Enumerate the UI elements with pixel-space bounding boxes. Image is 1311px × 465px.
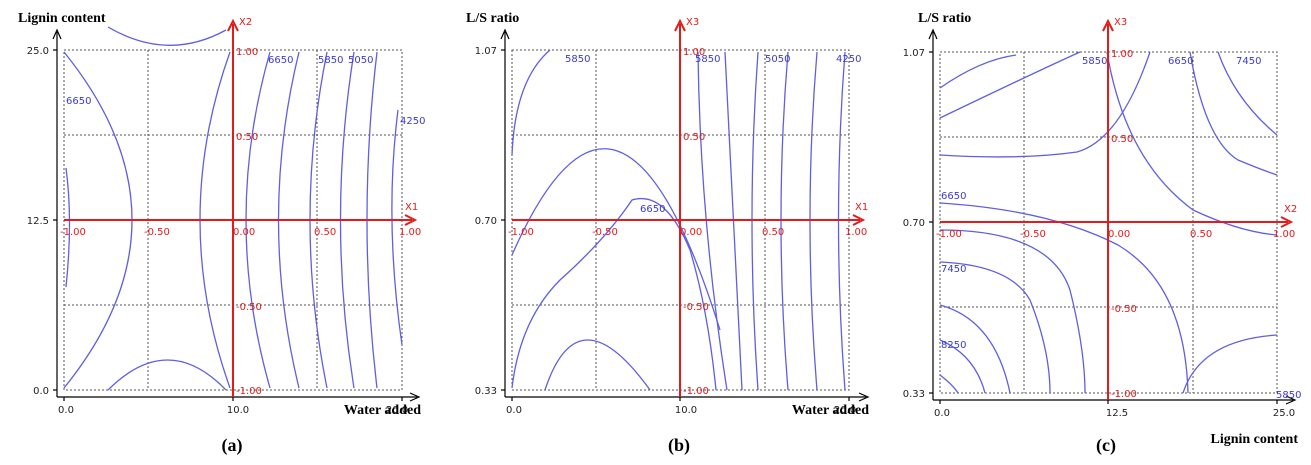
panel-c-label: (c) [1096,435,1116,456]
panel-a-xtick-label: 0.0 [58,405,74,416]
panel-c-xtick-label: 25.0 [1273,408,1295,419]
panel-c-coded-h-name: X2 [1284,204,1297,215]
panel-b-label: (b) [668,435,690,456]
panel-b-coded-v-name: X3 [686,17,699,28]
panel-b-coded-v-tick: 1.00 [683,47,705,58]
panel-c-coded-h-tick: 1.00 [1273,229,1295,240]
panel-c-coded-axes [940,18,1294,400]
panel-b-coded-h-tick: 0.00 [680,227,702,238]
panel-a-coded-v-name: X2 [239,17,252,28]
panel-c-contour-label: 6650 [1168,56,1193,67]
panel-a-coded-axes [64,18,418,397]
panel-c-contour-label: 5850 [1082,56,1107,67]
panel-a-coded-h-name: X1 [405,202,418,213]
panel-c-coded-v-tick: -1.00 [1111,389,1137,400]
panel-b-coded-h-tick: -1.00 [508,227,534,238]
panel-b-ytick-label: 0.70 [475,216,497,227]
panel-c-y-title: L/S ratio [918,11,971,26]
panel-c-coded-v-tick: 0.50 [1111,134,1133,145]
panel-c-contour-label: 5850 [1276,390,1301,401]
panel-b-y-title: L/S ratio [466,11,519,26]
panel-c: X3 X2 1.00 0.50 -0.50 -1.00 -1.00 -0.50 … [903,11,1302,456]
panel-a-coded-h-tick: 1.00 [399,227,421,238]
panel-c-contour-label: 7450 [1236,56,1261,67]
panel-c-coded-v-tick: -0.50 [1111,304,1137,315]
panel-a-coded-v-tick: 1.00 [236,47,258,58]
panel-b-coded-h-tick: 1.00 [845,227,867,238]
panel-a-coded-h-tick: 0.50 [314,227,336,238]
panel-b-contour-label: 5850 [565,54,590,65]
panel-b-contour-label: 5050 [765,54,790,65]
panel-c-coded-h-tick: 0.50 [1190,229,1212,240]
panel-a-contour-label: 6650 [268,55,293,66]
panel-b-ytick-label: 1.07 [475,46,497,57]
panel-c-ytick-label: 0.70 [903,218,925,229]
panel-a-coded-h-tick: -1.00 [60,227,86,238]
panel-c-x-arrow [1285,395,1297,405]
panel-b-contour-label: 4250 [836,54,861,65]
panel-c-xtick-label: 12.5 [1106,408,1128,419]
panel-a-contour-label: 6650 [66,96,91,107]
panel-c-coded-v-name: X3 [1114,17,1127,28]
panel-b-coded-v-tick: -0.50 [683,302,709,313]
panel-c-ytick-label: 0.33 [903,389,925,400]
panel-a-x-title: Water added [344,403,421,418]
panel-c-xtick-label: 0.0 [934,408,950,419]
panel-c-coded-h-tick: 0.00 [1108,229,1130,240]
panel-c-contour-label: 8250 [941,340,966,351]
panel-b-xtick-label: 20.0 [834,405,856,416]
panel-a-contour-label: 4250 [400,116,425,127]
panel-a-coded-h-tick: -0.50 [144,227,170,238]
panel-b-xtick-label: 10.0 [675,405,697,416]
panel-b-y-arrow [500,28,510,40]
panel-a-y-title: Lignin content [18,11,106,26]
panel-c-contours [939,51,1278,394]
panel-a-ytick-label: 25.0 [27,46,49,57]
panel-a-contour-label: 5850 [318,55,343,66]
panel-a-coded-v-tick: 0.50 [236,132,258,143]
panel-b-coded-h-name: X1 [855,202,868,213]
panel-b-xtick-label: 0.0 [506,405,522,416]
panel-b-coded-h-tick: -0.50 [592,227,618,238]
panel-a-y-arrow [52,28,62,40]
panel-a-xtick-label: 20.0 [386,405,408,416]
panel-a: X2 X1 1.00 0.50 -0.50 -1.00 -1.00 -0.50 … [18,11,425,456]
panel-a-coded-h-tick: 0.00 [233,227,255,238]
panel-b-coded-v-tick: -1.00 [683,386,709,397]
panel-b-contour-label: 5850 [695,54,720,65]
panel-b-coded-h-tick: 0.50 [762,227,784,238]
panel-a-xtick-label: 10.0 [227,405,249,416]
panel-a-contour-label: 5050 [348,55,373,66]
panel-b-contour-label: 6650 [640,204,665,215]
panel-c-coded-h-tick: -1.00 [936,229,962,240]
panel-b-coded-v-tick: 0.50 [683,132,705,143]
panel-b-x-arrow [858,392,870,402]
panel-c-contour-label: 7450 [941,264,966,275]
panel-c-coded-v-tick: 1.00 [1111,49,1133,60]
panel-c-contour-label: 6650 [941,191,966,202]
panel-c-x-title: Lignin content [1210,432,1298,447]
panel-a-coded-v-tick: -0.50 [236,302,262,313]
panel-a-ytick-label: 0.0 [33,386,49,397]
panel-a-label: (a) [222,435,243,456]
panel-a-ytick-label: 12.5 [27,216,49,227]
panel-c-coded-h-tick: -0.50 [1020,229,1046,240]
panel-b-x-title: Water added [792,403,869,418]
panel-c-ytick-label: 1.07 [903,48,925,59]
panel-b: X3 X1 1.00 0.50 -0.50 -1.00 -1.00 -0.50 … [466,11,870,456]
panel-c-y-arrow [928,28,938,40]
panel-a-coded-v-tick: -1.00 [236,386,262,397]
panel-a-x-arrow [409,392,421,402]
panel-b-coded-axes [512,18,866,397]
panel-b-ytick-label: 0.33 [475,386,497,397]
